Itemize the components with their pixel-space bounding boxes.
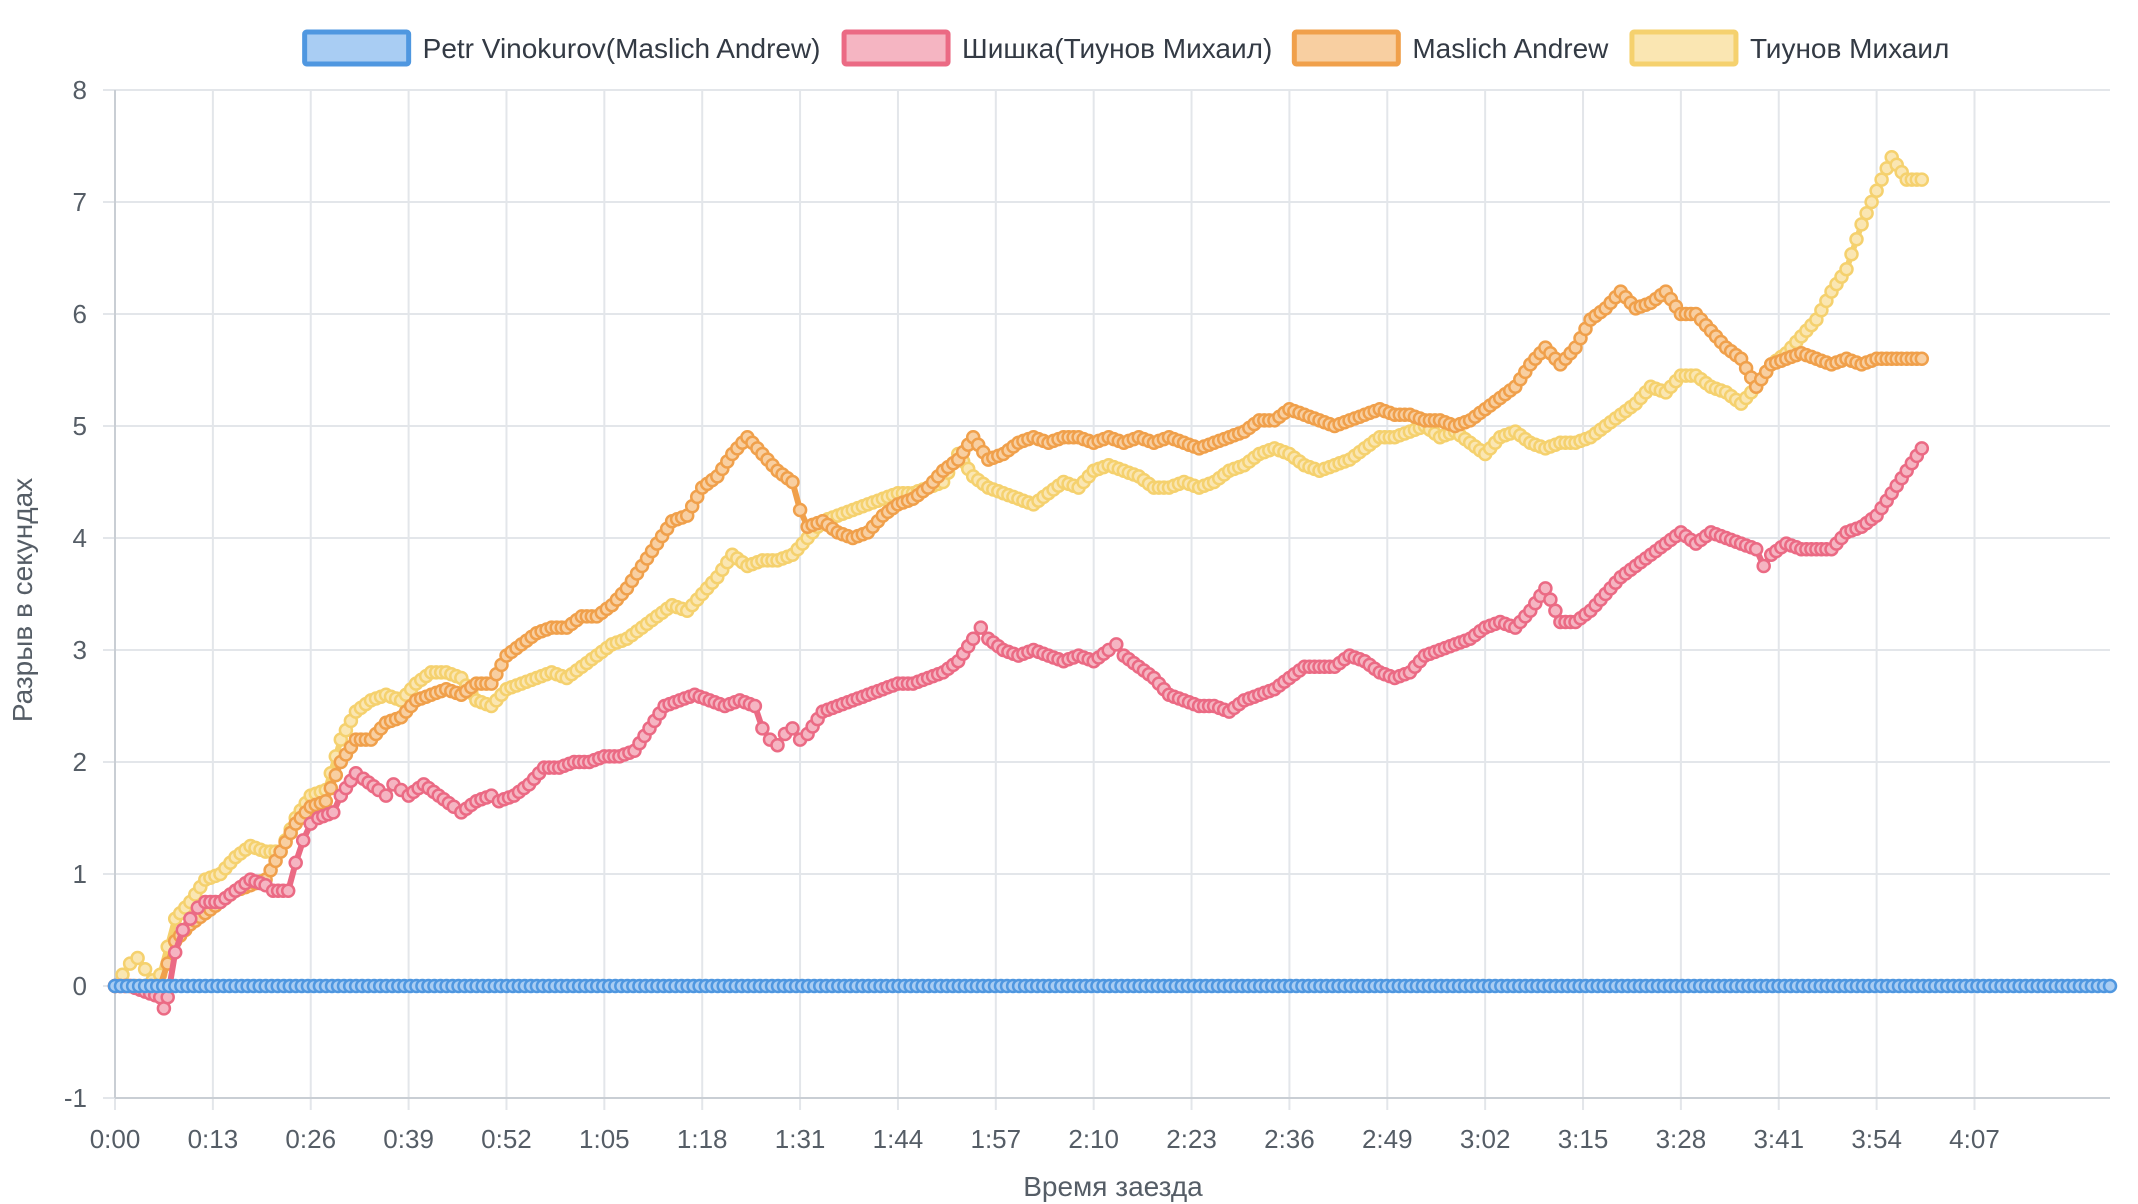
x-tick-label: 3:15 [1558, 1124, 1609, 1154]
data-point [1914, 351, 1930, 367]
data-point [1748, 541, 1764, 557]
legend-label: Petr Vinokurov(Maslich Andrew) [423, 33, 821, 64]
x-tick-label: 3:02 [1460, 1124, 1511, 1154]
x-tick-label: 0:39 [383, 1124, 434, 1154]
x-tick-label: 1:05 [579, 1124, 630, 1154]
data-point [137, 961, 153, 977]
x-tick-label: 4:07 [1949, 1124, 2000, 1154]
x-tick-label: 2:36 [1264, 1124, 1315, 1154]
legend-label: Шишка(Тиунов Михаил) [962, 33, 1272, 64]
data-point [2102, 978, 2118, 994]
legend-swatch [841, 29, 951, 67]
data-point [770, 737, 785, 753]
x-tick-label: 0:00 [90, 1124, 141, 1154]
x-tick-label: 1:44 [873, 1124, 924, 1154]
data-point [785, 721, 800, 736]
legend-item: Шишка(Тиунов Михаил) [841, 29, 1272, 67]
series [107, 149, 2118, 1016]
y-tick-label: 1 [73, 859, 87, 889]
series-3 [107, 149, 1930, 994]
data-point [183, 911, 198, 927]
x-tick-label: 0:52 [481, 1124, 532, 1154]
x-tick-label: 0:13 [188, 1124, 239, 1154]
grid [103, 89, 2110, 1110]
data-point [288, 855, 303, 871]
y-tick-label: 6 [73, 299, 87, 329]
y-tick-label: 2 [73, 747, 87, 777]
legend-swatch [1291, 29, 1401, 67]
x-tick-label: 0:26 [285, 1124, 336, 1154]
data-point [326, 805, 341, 820]
series-1 [107, 441, 1930, 1016]
x-tick-label: 1:31 [775, 1124, 826, 1154]
data-point [792, 502, 808, 518]
y-axis-title: Разрыв в секундах [7, 478, 38, 722]
legend-swatch [1629, 29, 1739, 67]
data-point [318, 793, 334, 809]
data-point [378, 788, 394, 803]
x-tick-label: 2:10 [1068, 1124, 1119, 1154]
legend-item: Тиунов Михаил [1629, 29, 1949, 67]
x-tick-label: 2:49 [1362, 1124, 1413, 1154]
x-axis-title: Время заезда [1023, 1171, 1203, 1202]
x-tick-label: 3:41 [1753, 1124, 1804, 1154]
data-point [965, 631, 981, 647]
y-tick-label: 4 [73, 523, 87, 553]
legend-label: Тиунов Михаил [1750, 33, 1949, 64]
x-tick-label: 1:57 [971, 1124, 1022, 1154]
y-tick-label: 5 [73, 411, 87, 441]
legend-label: Maslich Andrew [1412, 33, 1609, 64]
data-point [175, 922, 191, 938]
y-tick-label: 3 [73, 635, 87, 665]
data-point [295, 833, 311, 848]
data-point [130, 950, 145, 966]
data-point [1844, 247, 1859, 262]
legend-item: Maslich Andrew [1291, 29, 1609, 67]
data-point [280, 883, 296, 899]
data-point [1914, 172, 1930, 187]
y-tick-label: 8 [73, 75, 87, 105]
x-tick-label: 1:18 [677, 1124, 728, 1154]
data-point [1874, 172, 1889, 187]
legend-swatch [302, 29, 412, 67]
y-tick-label: -1 [64, 1083, 87, 1113]
axes: -1 0 1 2 3 4 5 6 7 8 0:00 0:13 0:26 0:39 0:52 1:05 1:18 1… [64, 75, 2110, 1154]
data-point [973, 620, 989, 635]
data-point [1839, 261, 1854, 277]
x-tick-label: 3:54 [1851, 1124, 1902, 1154]
legend: Petr Vinokurov(Maslich Andrew) Шишка(Тиун… [302, 29, 1949, 67]
data-point [1914, 441, 1930, 456]
x-tick-label: 3:28 [1656, 1124, 1707, 1154]
data-point [167, 945, 183, 960]
data-point [1109, 637, 1124, 652]
data-point [755, 721, 770, 736]
y-tick-label: 7 [73, 187, 87, 217]
data-point [1756, 558, 1771, 574]
series-line [112, 154, 1925, 989]
series-0 [107, 978, 2118, 994]
data-point [785, 474, 800, 490]
y-tick-label: 0 [73, 971, 87, 1001]
data-point [328, 767, 344, 783]
legend-item: Petr Vinokurov(Maslich Andrew) [302, 29, 821, 67]
data-point [1849, 232, 1864, 247]
data-point [747, 698, 763, 714]
data-point [323, 780, 339, 796]
x-tick-label: 2:23 [1166, 1124, 1217, 1154]
